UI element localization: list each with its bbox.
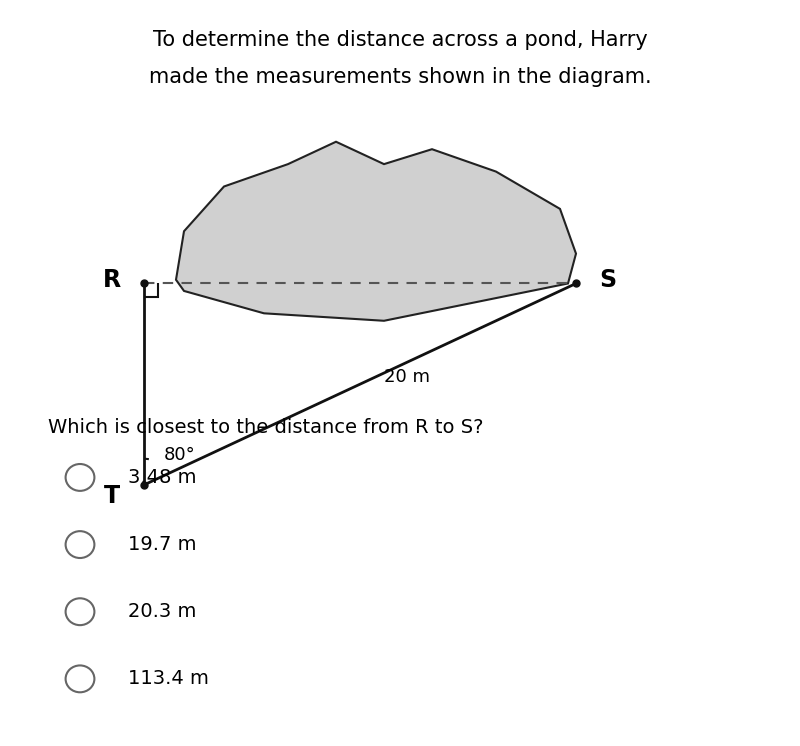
Text: R: R <box>103 268 121 292</box>
Text: To determine the distance across a pond, Harry: To determine the distance across a pond,… <box>153 30 647 50</box>
Text: 113.4 m: 113.4 m <box>128 669 209 689</box>
Text: 80°: 80° <box>164 446 196 464</box>
Text: S: S <box>599 268 617 292</box>
Polygon shape <box>176 142 576 321</box>
Text: 19.7 m: 19.7 m <box>128 535 197 554</box>
Text: made the measurements shown in the diagram.: made the measurements shown in the diagr… <box>149 67 651 87</box>
Text: 3.48 m: 3.48 m <box>128 468 197 487</box>
Text: T: T <box>104 484 120 508</box>
Text: 20 m: 20 m <box>384 368 430 386</box>
Text: 20.3 m: 20.3 m <box>128 602 196 621</box>
Text: Which is closest to the distance from R to S?: Which is closest to the distance from R … <box>48 418 483 436</box>
